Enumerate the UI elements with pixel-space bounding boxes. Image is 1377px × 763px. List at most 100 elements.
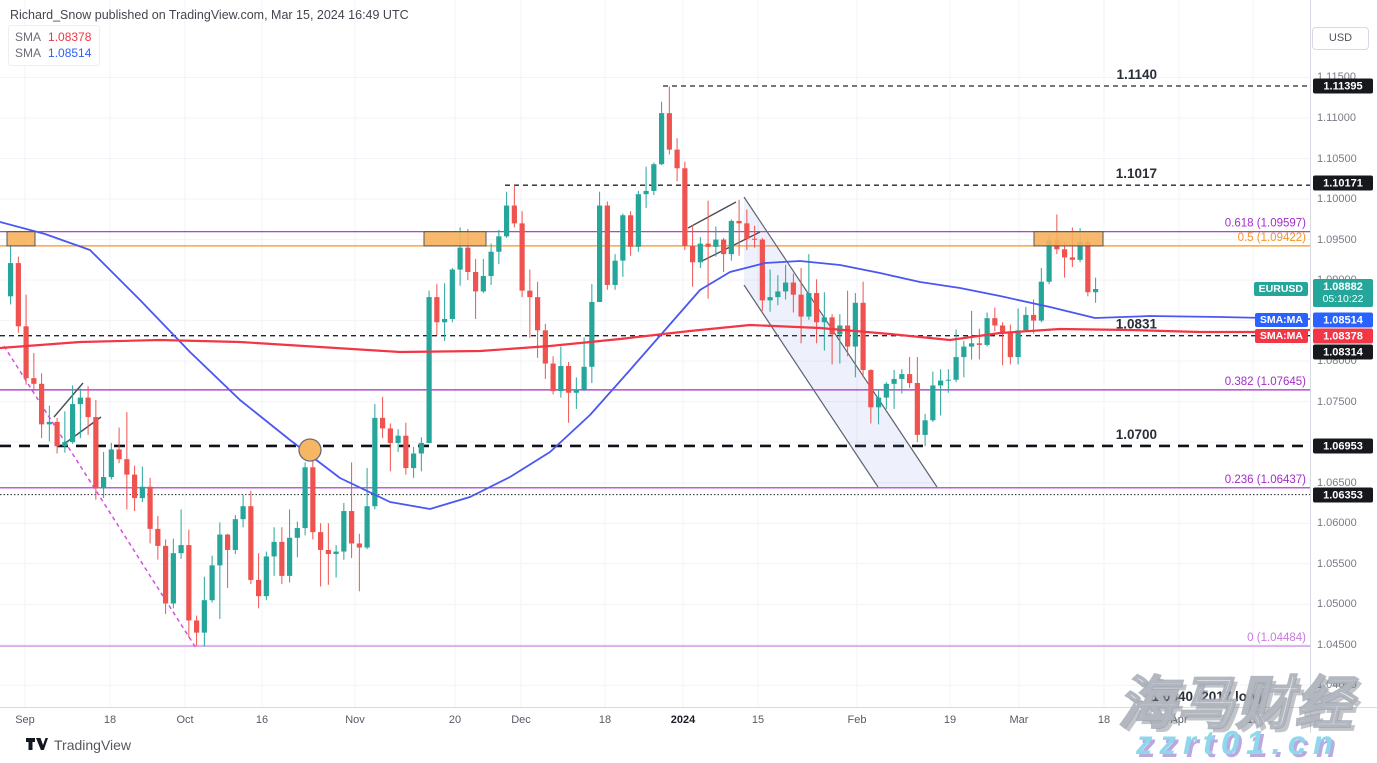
time-axis-label-2024: 2024 [670,714,696,726]
candle-body [589,301,595,367]
flag-line-0[interactable] [53,382,84,418]
price-axis-separator [1310,0,1311,733]
time-axis-label-Nov: Nov [345,714,365,726]
candle-body [914,383,920,435]
candle-body [566,365,572,393]
candle-body [39,383,45,425]
candle-body [62,442,68,447]
supply-zone-box-0[interactable] [6,231,36,247]
candle-body [395,435,401,443]
candle-body [442,318,448,323]
candle-body [798,294,804,317]
legend-sma-fast[interactable]: SMA 1.08378 [15,29,91,45]
candle-body [930,385,936,421]
candle-body [597,205,603,302]
candle-body [721,239,727,255]
tradingview-logo-icon[interactable] [26,737,48,753]
time-axis-label-Oct: Oct [176,714,194,726]
candle-body [953,357,959,380]
fib-label-0.5: 0.5 (1.09422) [1238,232,1307,244]
candle-body [170,553,176,604]
sma-200-line[interactable] [0,221,1311,510]
sma-50-line[interactable] [0,323,1312,354]
candle-body [248,506,254,580]
descending-channel-line-1[interactable] [743,284,879,488]
candle-body [310,467,316,533]
descending-channel-line-0[interactable] [743,196,938,488]
candle-body [1077,242,1083,260]
price-axis-label: 1.07500 [1317,395,1357,408]
fib-label-0: 0 (1.04484) [1247,632,1306,644]
candle-body [659,113,665,165]
candle-body [31,378,37,384]
attribution-text: Richard_Snow published on TradingView.co… [10,8,409,22]
candle-body [356,543,362,548]
level-label-1.0340 (2017 low): 1.0340 (2017 low) [1152,689,1262,704]
candle-body [302,467,308,529]
supply-zone-box-1[interactable] [423,231,487,247]
price-badge-1.06353: 1.06353 [1313,487,1373,503]
time-axis-label-Dec: Dec [511,714,531,726]
candle-body [85,397,91,418]
candle-body [217,534,223,566]
price-axis-label: 1.05000 [1317,598,1357,611]
time-axis-label-Apr: Apr [1170,714,1188,726]
candle-body [868,370,874,408]
candle-body [163,545,169,604]
candle-body [465,247,471,272]
time-axis-label-19: 19 [943,714,957,726]
price-badge-1.08378: 1.08378 [1313,328,1373,344]
price-badge-1.06953: 1.06953 [1313,438,1373,454]
watermark-url: zzrt01.cn [1136,724,1341,761]
currency-unit-button[interactable]: USD [1312,27,1369,50]
candle-body [876,397,882,408]
candle-body [558,365,564,392]
candle-body [1085,242,1091,293]
candle-body [682,168,688,247]
candle-body [992,318,998,326]
tradingview-brand-text[interactable]: TradingView [54,737,132,753]
candle-body [279,541,285,576]
series-badge-eurusd: EURUSD [1253,282,1308,296]
level-label-1.1140: 1.1140 [1116,67,1157,82]
candle-body [15,263,21,327]
candle-body [604,205,610,285]
price-axis-label: 1.11000 [1317,112,1356,124]
candle-body [643,190,649,195]
series-badge-sma-ma: SMA:MA [1254,313,1308,327]
price-badge-1.10171: 1.10171 [1313,175,1373,191]
candle-body [651,164,657,191]
candle-body [488,251,494,277]
candle-body [961,346,967,358]
watermark-chinese: 海马财经 [1117,671,1354,737]
indicator-legend: SMA 1.08378 SMA 1.08514 [8,25,101,66]
footer: TradingView [26,737,131,753]
candle-body [705,243,711,247]
candle-body [922,420,928,435]
time-axis-label-20: 20 [448,714,462,726]
candle-body [403,435,409,469]
candle-body [581,366,587,390]
time-axis-separator [0,707,1377,708]
supply-zone-box-2[interactable] [1033,231,1104,247]
candle-body [612,260,618,285]
candle-body [449,269,455,319]
price-badge-1.11395: 1.11395 [1313,78,1373,94]
price-axis-label: 1.10000 [1317,193,1357,206]
candle-body [1069,257,1075,260]
candle-body [550,363,556,392]
candle-body [325,549,331,555]
price-axis-label: 1.04000 [1317,679,1357,692]
candle-body [620,215,626,261]
price-axis-label: 1.09500 [1317,233,1357,246]
candle-body [814,293,820,323]
candle-body [1007,331,1013,358]
candle-body [728,220,734,255]
highlight-circle[interactable] [298,438,322,462]
pennant-line-0[interactable] [687,201,737,229]
legend-sma-slow[interactable]: SMA 1.08514 [15,45,91,61]
candle-body [380,417,386,429]
candle-body [132,474,138,499]
candle-body [256,579,262,597]
